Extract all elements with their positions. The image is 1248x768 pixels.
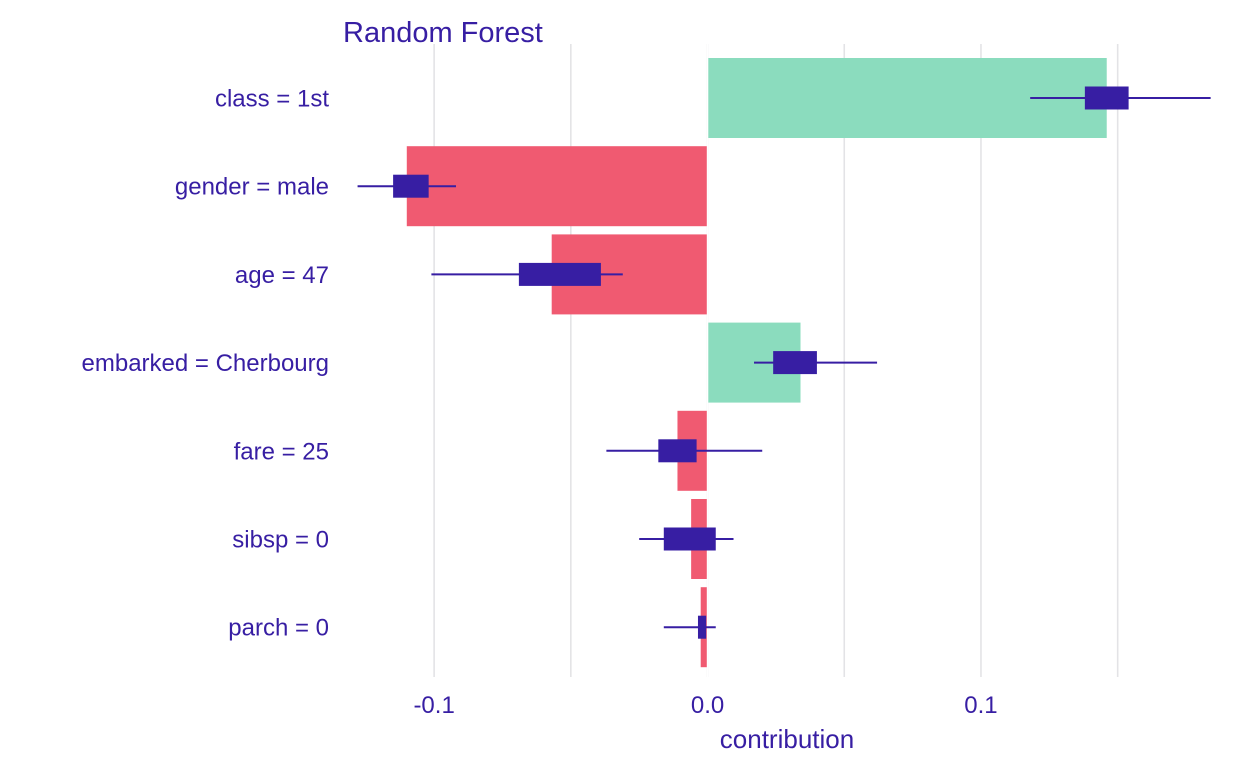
y-tick-label: fare = 25 xyxy=(234,438,329,465)
y-tick-label: age = 47 xyxy=(235,262,329,289)
y-tick-labels: class = 1st gender = male age = 47 embarked… xyxy=(82,86,330,642)
y-tick-label: parch = 0 xyxy=(228,615,329,642)
y-tick-label: sibsp = 0 xyxy=(232,527,329,554)
x-tick-label: -0.1 xyxy=(413,692,454,719)
x-tick-labels: -0.1 0.0 0.1 xyxy=(413,692,997,719)
boxplots xyxy=(357,86,1211,639)
boxplot-box xyxy=(697,615,707,639)
x-tick-label: 0.1 xyxy=(964,692,997,719)
x-axis-label: contribution xyxy=(720,724,854,754)
boxplot-box xyxy=(773,351,817,375)
bar-2 xyxy=(406,146,708,227)
y-tick-label: gender = male xyxy=(175,174,329,201)
x-tick-label: 0.0 xyxy=(691,692,724,719)
boxplot-box xyxy=(518,262,601,286)
boxplot-box xyxy=(663,527,716,551)
bars xyxy=(406,44,1107,677)
y-tick-label: class = 1st xyxy=(215,86,329,113)
boxplot-box xyxy=(1084,86,1129,110)
y-tick-label: embarked = Cherbourg xyxy=(82,350,329,377)
boxplot-box xyxy=(658,439,697,463)
boxplot-box xyxy=(393,174,429,198)
chart-title: Random Forest xyxy=(343,17,543,49)
